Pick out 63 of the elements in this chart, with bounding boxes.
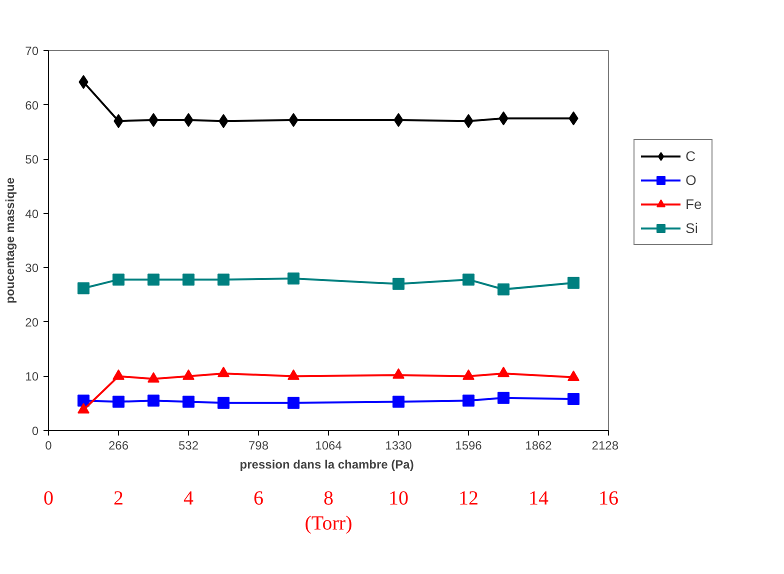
- x2-tick-label: 8: [324, 488, 334, 510]
- y-tick-label: 30: [25, 261, 39, 276]
- y-tick-label: 50: [25, 152, 39, 167]
- x2-tick-label: 10: [388, 488, 408, 510]
- point: [498, 392, 510, 404]
- point: [568, 276, 580, 289]
- x2-tick-label: 12: [458, 488, 478, 510]
- point: [182, 274, 194, 286]
- point: [568, 370, 580, 381]
- point: [78, 403, 90, 414]
- x-tick-label: 1064: [315, 438, 342, 452]
- x-tick-label: 1596: [455, 438, 482, 452]
- point: [392, 396, 404, 408]
- y-axis-title: poucentage massique: [3, 177, 18, 304]
- y-tick-label: 10: [25, 370, 39, 384]
- legend-label: Si: [686, 220, 699, 236]
- point: [288, 369, 300, 380]
- point: [112, 274, 124, 286]
- point: [182, 369, 194, 380]
- y-tick-label: 70: [25, 44, 39, 58]
- x-tick-label: 1330: [385, 438, 412, 452]
- x-tick-label: 798: [248, 438, 269, 452]
- legend-label: O: [686, 172, 698, 188]
- x-tick-label: 1862: [525, 438, 552, 452]
- y-tick-label: 60: [25, 98, 39, 112]
- point: [462, 274, 474, 286]
- y-tick-label: 40: [25, 206, 39, 221]
- x2-tick-label: 2: [114, 488, 124, 510]
- point: [78, 282, 90, 294]
- x-tick-label: 266: [108, 438, 129, 452]
- point: [288, 396, 300, 409]
- point: [182, 396, 194, 408]
- x-axis-title: pression dans la chambre (Pa): [240, 458, 414, 472]
- point: [112, 396, 124, 408]
- point: [392, 278, 404, 290]
- x2-tick-label: 14: [528, 488, 548, 510]
- point: [288, 272, 300, 284]
- point: [498, 283, 510, 296]
- legend-label: C: [686, 148, 697, 164]
- legend-label: Fe: [686, 196, 703, 212]
- y-tick-label: 0: [32, 424, 39, 438]
- x2-tick-label: 0: [44, 488, 54, 510]
- point: [568, 393, 580, 406]
- x-tick-label: 0: [45, 438, 52, 452]
- point: [218, 396, 230, 409]
- point: [148, 372, 160, 383]
- x-tick-label: 532: [178, 438, 199, 452]
- point: [392, 368, 404, 379]
- point: [148, 274, 160, 286]
- point: [218, 274, 230, 286]
- x-tick-label: 2128: [592, 438, 619, 452]
- x2-tick-label: 6: [254, 488, 264, 510]
- point: [498, 366, 510, 378]
- y-tick-label: 20: [25, 315, 39, 330]
- point: [112, 369, 124, 380]
- point: [462, 369, 474, 380]
- point: [78, 394, 90, 407]
- x2-axis-title: (Torr): [304, 512, 352, 534]
- point: [148, 394, 160, 407]
- x2-tick-label: 16: [598, 488, 618, 510]
- point: [462, 394, 474, 407]
- point: [218, 366, 230, 378]
- x2-tick-label: 4: [184, 488, 194, 510]
